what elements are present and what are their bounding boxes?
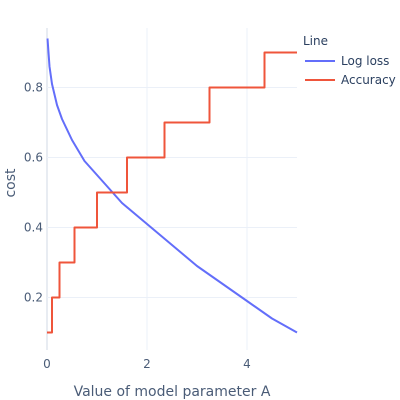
x-tick-label: 2 <box>143 357 151 371</box>
y-tick-label: 0.8 <box>24 81 43 95</box>
legend-label: Log loss <box>341 54 389 68</box>
legend-title: Line <box>303 34 328 48</box>
y-tick-label: 0.6 <box>24 151 43 165</box>
legend-label: Accuracy <box>341 73 396 87</box>
series-line-log-loss <box>46 38 298 334</box>
legend-item-log-loss[interactable]: Log loss <box>305 54 389 68</box>
y-axis-title: cost <box>3 168 19 198</box>
y-tick-label: 0.2 <box>24 291 43 305</box>
legend-items: Log loss Accuracy <box>305 54 396 87</box>
x-tick-label: 0 <box>43 357 51 371</box>
y-axis-ticks: 0.2 0.4 0.6 0.8 <box>24 81 43 305</box>
series-line-accuracy <box>47 51 297 334</box>
x-tick-label: 4 <box>243 357 251 371</box>
legend[interactable]: Line Log loss Accuracy <box>303 34 396 87</box>
grid <box>46 28 297 350</box>
legend-item-accuracy[interactable]: Accuracy <box>305 73 396 87</box>
x-axis-title: Value of model parameter A <box>74 384 271 400</box>
x-axis-ticks: 0 2 4 <box>43 357 251 371</box>
series-lines <box>46 38 298 334</box>
y-tick-label: 0.4 <box>24 221 43 235</box>
